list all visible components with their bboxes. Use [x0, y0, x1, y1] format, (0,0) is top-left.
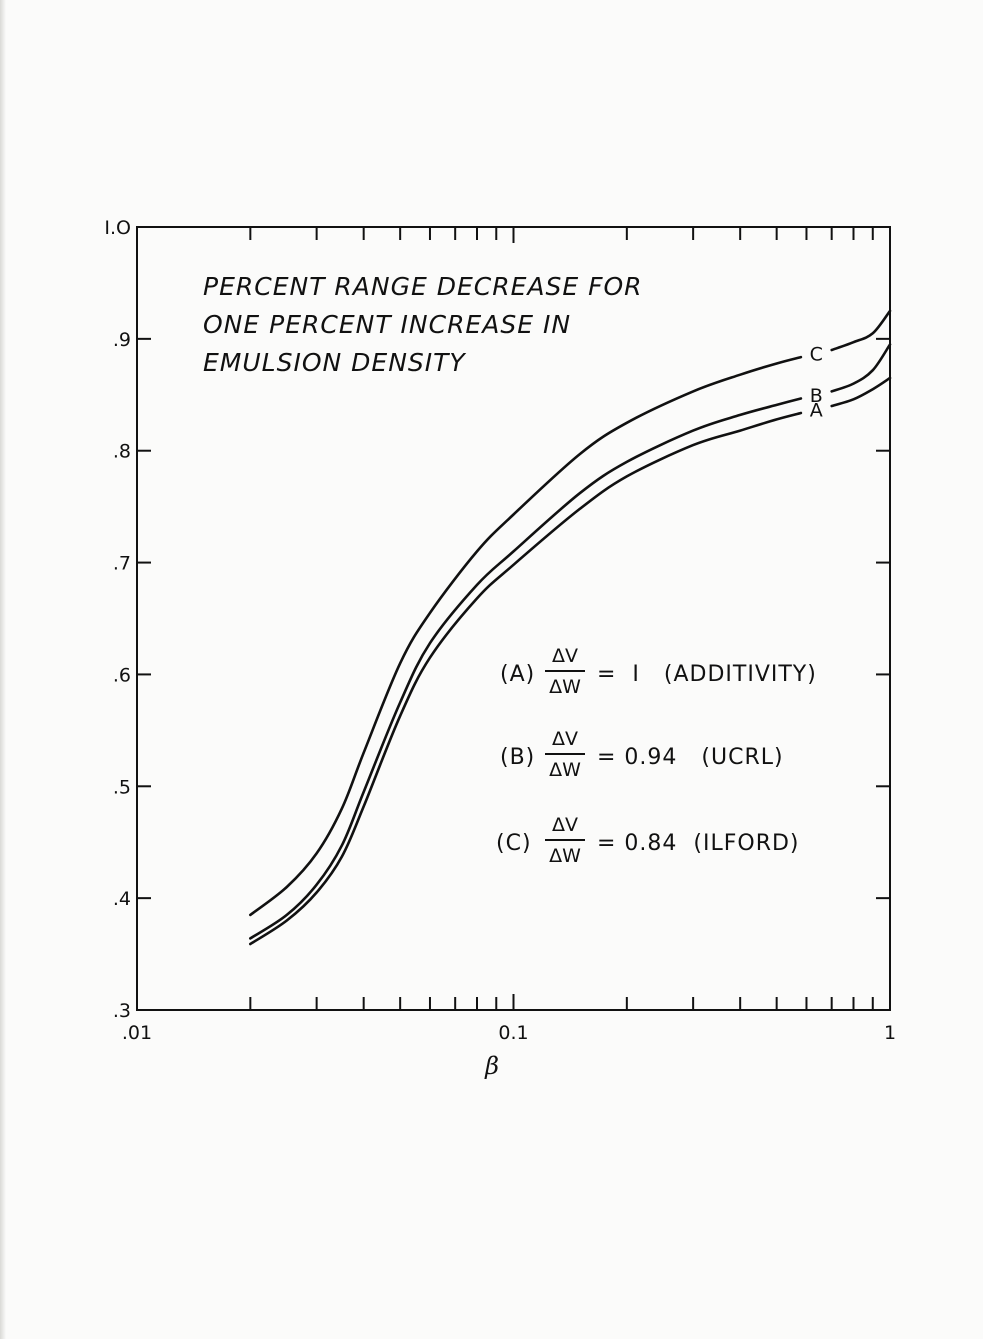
legend-denominator-b: ΔW [549, 759, 581, 781]
legend-entry-c: (C) ΔV ΔW = 0.84 (ILFORD) [496, 814, 800, 867]
y-tick-label: .4 [113, 888, 131, 910]
y-tick-label: .5 [113, 776, 131, 798]
curve-label-a: A [810, 399, 823, 421]
y-tick-label: .6 [113, 664, 131, 686]
axis-ticks [137, 227, 890, 1010]
y-tick-label: I.O [104, 217, 131, 239]
curve-b [249, 397, 803, 940]
y-tick-label: .3 [113, 1000, 131, 1022]
curve-label-b: B [810, 385, 823, 407]
y-tick-label: .9 [113, 329, 131, 351]
x-tick-labels: .01 0.1 1 [122, 1022, 896, 1044]
curve-a [249, 411, 803, 946]
legend-entry-a: (A) ΔV ΔW = I (ADDITIVITY) [500, 645, 817, 698]
legend-prefix-a: (A) [500, 662, 535, 687]
y-tick-labels: .3 .4 .5 .6 .7 .8 .9 I.O [104, 217, 131, 1022]
legend-prefix-c: (C) [496, 831, 532, 856]
curves: CBA [249, 309, 892, 946]
curve-c [249, 355, 803, 917]
legend-numerator-b: ΔV [552, 728, 578, 750]
x-axis-label: β [484, 1052, 499, 1080]
legend-numerator-c: ΔV [552, 814, 578, 836]
plot-frame [136, 226, 891, 1011]
legend-denominator-c: ΔW [549, 845, 581, 867]
curve-label-c: C [810, 343, 823, 365]
legend-rest-a: = I (ADDITIVITY) [597, 662, 817, 687]
x-tick-label: .01 [122, 1022, 152, 1044]
legend-rest-b: = 0.94 (UCRL) [597, 745, 784, 770]
legend-denominator-a: ΔW [549, 676, 581, 698]
legend-prefix-b: (B) [500, 745, 535, 770]
legend-entry-b: (B) ΔV ΔW = 0.94 (UCRL) [500, 728, 784, 781]
title-line-1: PERCENT RANGE DECREASE FOR [203, 272, 643, 301]
title-line-3: EMULSION DENSITY [203, 348, 466, 377]
y-tick-label: .7 [113, 553, 131, 575]
chart-title: PERCENT RANGE DECREASE FOR ONE PERCENT I… [203, 272, 643, 377]
x-tick-label: 1 [884, 1022, 896, 1044]
legend-numerator-a: ΔV [552, 645, 578, 667]
curve-a-end [830, 376, 892, 408]
curve-c-end [830, 309, 892, 352]
legend-rest-c: = 0.84 (ILFORD) [597, 831, 800, 856]
legend: (A) ΔV ΔW = I (ADDITIVITY) (B) ΔV ΔW = 0… [496, 645, 817, 867]
y-tick-label: .8 [113, 441, 131, 463]
curve-b-end [830, 343, 892, 393]
x-tick-label: 0.1 [498, 1022, 528, 1044]
title-line-2: ONE PERCENT INCREASE IN [203, 310, 571, 339]
